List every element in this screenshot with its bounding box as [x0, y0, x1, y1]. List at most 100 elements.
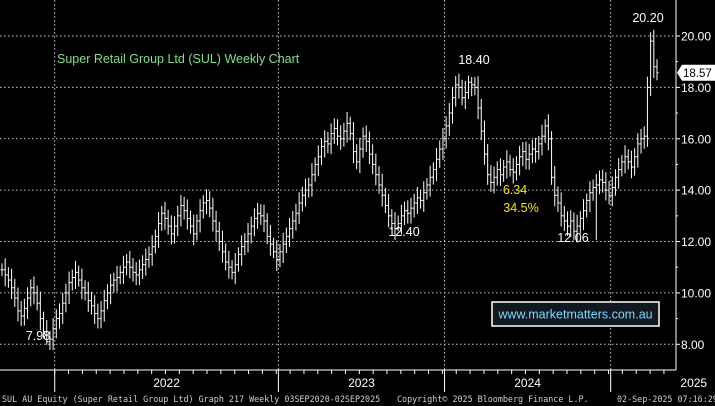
ohlc-bar: [444, 116, 448, 149]
last-price-tag: 18.57: [677, 64, 715, 81]
ohlc-bar: [604, 172, 608, 201]
ohlc-bar: [249, 216, 253, 244]
grid-lines: [0, 0, 676, 370]
ohlc-bar: [29, 279, 33, 307]
ohlc-bar: [591, 179, 595, 201]
ohlc-bar: [409, 197, 413, 224]
annotation-label: 6.34: [503, 183, 527, 197]
ohlc-bar: [22, 298, 26, 326]
ohlc-bar: [10, 268, 14, 299]
ohlc-bar: [115, 265, 119, 292]
ohlc-bar: [655, 59, 659, 81]
ohlc-bar: [396, 215, 400, 232]
footer-copyright: Copyright© 2025 Bloomberg Finance L.P.: [397, 394, 589, 404]
footer-timestamp: 02-Sep-2025 07:16:29: [617, 394, 715, 404]
ohlc-bar: [438, 140, 442, 168]
ohlc-bar: [361, 127, 365, 158]
ohlc-bar: [553, 166, 557, 207]
ohlc-bar: [329, 123, 333, 155]
ohlc-bar: [208, 191, 212, 218]
ohlc-bar: [454, 75, 458, 107]
year-label: 2024: [514, 376, 541, 390]
ohlc-bar: [157, 211, 161, 248]
ohlc-bar: [86, 281, 90, 312]
ohlc-bar: [169, 215, 173, 245]
ohlc-bar: [64, 283, 68, 313]
ohlc-bar: [153, 229, 157, 254]
ohlc-bar: [38, 291, 42, 331]
ohlc-bar: [51, 317, 55, 351]
ohlc-bar: [121, 255, 125, 284]
x-axis: 2022 2023 2024 2025: [0, 369, 707, 392]
ohlc-bar: [639, 128, 643, 154]
ohlc-bar: [355, 144, 359, 170]
ohlc-bar: [93, 295, 97, 325]
ohlc-bar: [473, 76, 477, 96]
annotation-label: 34.5%: [503, 201, 538, 215]
ohlc-bar: [345, 111, 349, 143]
ohlc-bar: [479, 98, 483, 141]
ohlc-bar: [201, 195, 205, 219]
annotation-label: 18.40: [458, 53, 489, 67]
ohlc-bar: [511, 158, 515, 184]
y-tick-label: 12.00: [681, 235, 711, 249]
ohlc-bar: [406, 200, 410, 224]
watermark-text: www.marketmatters.com.au: [497, 308, 652, 322]
ohlc-bar: [636, 133, 640, 168]
ohlc-bar: [19, 300, 23, 327]
ohlc-bar: [0, 263, 4, 277]
ohlc-bar: [556, 186, 560, 212]
ohlc-bar: [246, 222, 250, 253]
ohlc-bar: [415, 186, 419, 214]
ohlc-bar: [546, 114, 550, 151]
ohlc-bar: [220, 230, 224, 263]
chart-title: Super Retail Group Ltd (SUL) Weekly Char…: [57, 52, 300, 66]
ohlc-bar: [566, 211, 570, 236]
ohlc-bar: [6, 267, 10, 288]
ohlc-bar: [527, 143, 531, 170]
ohlc-bar: [476, 76, 480, 120]
annotation-label: 12.06: [557, 231, 588, 245]
ohlc-bar: [422, 181, 426, 212]
ohlc-bar: [537, 136, 541, 160]
y-tick-label: 10.00: [681, 286, 711, 300]
ohlc-bar: [214, 210, 218, 242]
ohlc-bar: [189, 210, 193, 234]
ohlc-bar: [645, 76, 649, 147]
ohlc-bar: [482, 120, 486, 165]
ohlc-bar: [387, 194, 391, 228]
ohlc-bar: [358, 137, 362, 174]
annotations: 7.98 12.40 18.40 6.34 34.5% 12.06 20.20: [26, 11, 664, 343]
ohlc-bar: [441, 127, 445, 160]
ohlc-bar: [265, 213, 269, 245]
ohlc-bar: [597, 170, 601, 195]
ohlc-bar: [610, 176, 614, 207]
ohlc-bar: [447, 103, 451, 136]
ohlc-bar: [99, 301, 103, 329]
ohlc-bar: [284, 227, 288, 254]
ohlc-bar: [393, 212, 397, 241]
ohlc-bar: [403, 201, 407, 226]
ohlc-bar: [629, 150, 633, 179]
ohlc-bar: [534, 137, 538, 163]
ohlc-bar: [594, 173, 598, 240]
ohlc-bar: [304, 178, 308, 207]
ohlc-bar: [185, 199, 189, 230]
ohlc-bar: [211, 197, 215, 232]
ohlc-bar: [543, 119, 547, 143]
ohlc-bar: [495, 161, 499, 186]
ohlc-bar: [70, 269, 74, 291]
ohlc-bar: [227, 250, 231, 279]
ohlc-bar: [118, 265, 122, 285]
ohlc-bar: [281, 232, 285, 264]
ohlc-bar: [559, 192, 563, 227]
ohlc-bar: [166, 209, 170, 235]
year-label: 2025: [680, 376, 707, 390]
ohlc-bar: [160, 205, 164, 231]
ohlc-bar: [96, 303, 100, 329]
ohlc-bar: [313, 157, 317, 182]
ohlc-bar: [457, 73, 461, 99]
ohlc-bar: [42, 311, 46, 339]
ohlc-bar: [335, 119, 339, 146]
ohlc-bar: [351, 122, 355, 164]
